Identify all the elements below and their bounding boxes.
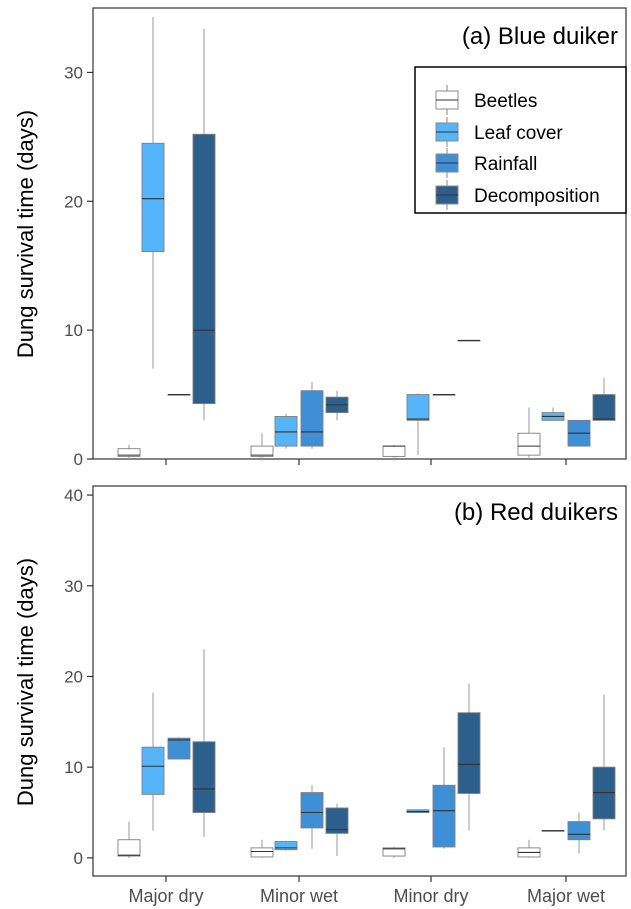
- box-rainfall-major-dry: [167, 394, 191, 396]
- box-body: [274, 841, 298, 851]
- box-marks: [117, 17, 616, 459]
- legend-label-rainfall: Rainfall: [474, 154, 537, 175]
- box-body: [274, 416, 298, 447]
- box-rainfall-minor-wet: [300, 381, 324, 449]
- box-decomposition-major-wet: [592, 694, 616, 831]
- box-beetles-minor-dry: [382, 846, 406, 858]
- legend-item-rainfall: Rainfall: [435, 148, 537, 178]
- box-beetles-major-wet: [517, 407, 541, 458]
- box-leaf-cover-minor-dry: [406, 393, 430, 456]
- box-decomposition-minor-dry: [457, 683, 481, 831]
- x-tick-label-minor-dry: Minor dry: [393, 886, 468, 906]
- box-marks: [117, 649, 616, 858]
- box-leaf-cover-major-dry: [141, 17, 165, 369]
- y-tick-label: 10: [64, 321, 83, 340]
- legend-label-leaf-cover: Leaf cover: [474, 123, 563, 144]
- box-decomposition-minor-wet: [325, 803, 349, 857]
- box-body: [141, 746, 165, 795]
- y-tick-label: 20: [64, 192, 83, 211]
- x-axis: Major dry Minor wet Minor dry Major wet: [128, 876, 605, 906]
- box-body: [192, 741, 216, 813]
- box-body: [192, 133, 216, 405]
- box-decomposition-major-wet: [592, 377, 616, 421]
- box-decomposition-minor-wet: [325, 390, 349, 421]
- box-body: [141, 142, 165, 252]
- panel-title: (a) Blue duiker: [462, 23, 618, 50]
- box-rainfall-minor-dry: [432, 394, 456, 396]
- x-tick-label-major-wet: Major wet: [527, 886, 605, 906]
- box-leaf-cover-major-wet: [541, 830, 565, 832]
- legend-item-leaf-cover: Leaf cover: [435, 117, 563, 147]
- plot-frame: [92, 485, 627, 877]
- box-body: [406, 394, 430, 421]
- legend-item-beetles: Beetles: [435, 85, 537, 115]
- box-beetles-minor-dry: [382, 444, 406, 459]
- y-axis: 0 10 20 30: [64, 63, 93, 469]
- box-beetles-minor-wet: [250, 839, 274, 858]
- box-body: [117, 839, 141, 857]
- y-tick-label: 10: [64, 758, 83, 777]
- box-body: [300, 390, 324, 447]
- y-axis: 0 10 20 30 40: [64, 486, 93, 868]
- box-leaf-cover-major-wet: [541, 407, 565, 421]
- panel-title: (b) Red duikers: [454, 499, 618, 526]
- x-tick-label-minor-wet: Minor wet: [260, 886, 338, 906]
- box-rainfall-major-wet: [567, 419, 591, 447]
- y-tick-label: 20: [64, 667, 83, 686]
- y-tick-label: 0: [74, 450, 83, 469]
- box-body: [325, 807, 349, 834]
- legend-item-decomposition: Decomposition: [435, 180, 600, 210]
- box-body: [382, 445, 406, 457]
- box-leaf-cover-major-dry: [141, 692, 165, 831]
- box-body: [117, 448, 141, 457]
- box-beetles-major-wet: [517, 839, 541, 858]
- box-body: [250, 445, 274, 457]
- y-tick-label: 40: [64, 486, 83, 505]
- y-tick-label: 30: [64, 577, 83, 596]
- box-decomposition-major-dry: [192, 28, 216, 421]
- box-body: [432, 784, 456, 848]
- box-rainfall-minor-wet: [300, 785, 324, 849]
- legend: Beetles Leaf cover Rainfall Decompositio…: [414, 66, 627, 214]
- x-tick-label-major-dry: Major dry: [128, 886, 203, 906]
- box-beetles-minor-wet: [250, 433, 274, 459]
- legend-label-beetles: Beetles: [474, 91, 537, 112]
- panel-a-blue-duiker: 0 10 20 30 Dung survival time (days) (a) Bl…: [13, 7, 627, 469]
- box-body: [592, 394, 616, 421]
- x-axis: [165, 459, 567, 465]
- box-body: [517, 432, 541, 456]
- box-beetles-major-dry: [117, 821, 141, 858]
- box-beetles-major-dry: [117, 444, 141, 459]
- box-leaf-cover-minor-dry: [406, 809, 430, 813]
- box-decomposition-major-dry: [192, 649, 216, 837]
- box-rainfall-minor-dry: [432, 747, 456, 849]
- box-body: [382, 847, 406, 857]
- box-leaf-cover-minor-wet: [274, 840, 298, 851]
- box-body: [300, 792, 324, 829]
- box-body: [250, 847, 274, 858]
- legend-label-decomposition: Decomposition: [474, 186, 600, 207]
- y-tick-label: 30: [64, 63, 83, 82]
- box-rainfall-major-wet: [567, 812, 591, 854]
- y-tick-label: 0: [74, 849, 83, 868]
- box-leaf-cover-minor-wet: [274, 413, 298, 449]
- box-body: [567, 821, 591, 841]
- box-rainfall-major-dry: [167, 737, 191, 760]
- box-decomposition-minor-dry: [457, 339, 481, 342]
- y-axis-label: Dung survival time (days): [13, 558, 38, 806]
- box-body: [167, 737, 191, 760]
- y-axis-label: Dung survival time (days): [13, 110, 38, 358]
- box-body: [457, 712, 481, 794]
